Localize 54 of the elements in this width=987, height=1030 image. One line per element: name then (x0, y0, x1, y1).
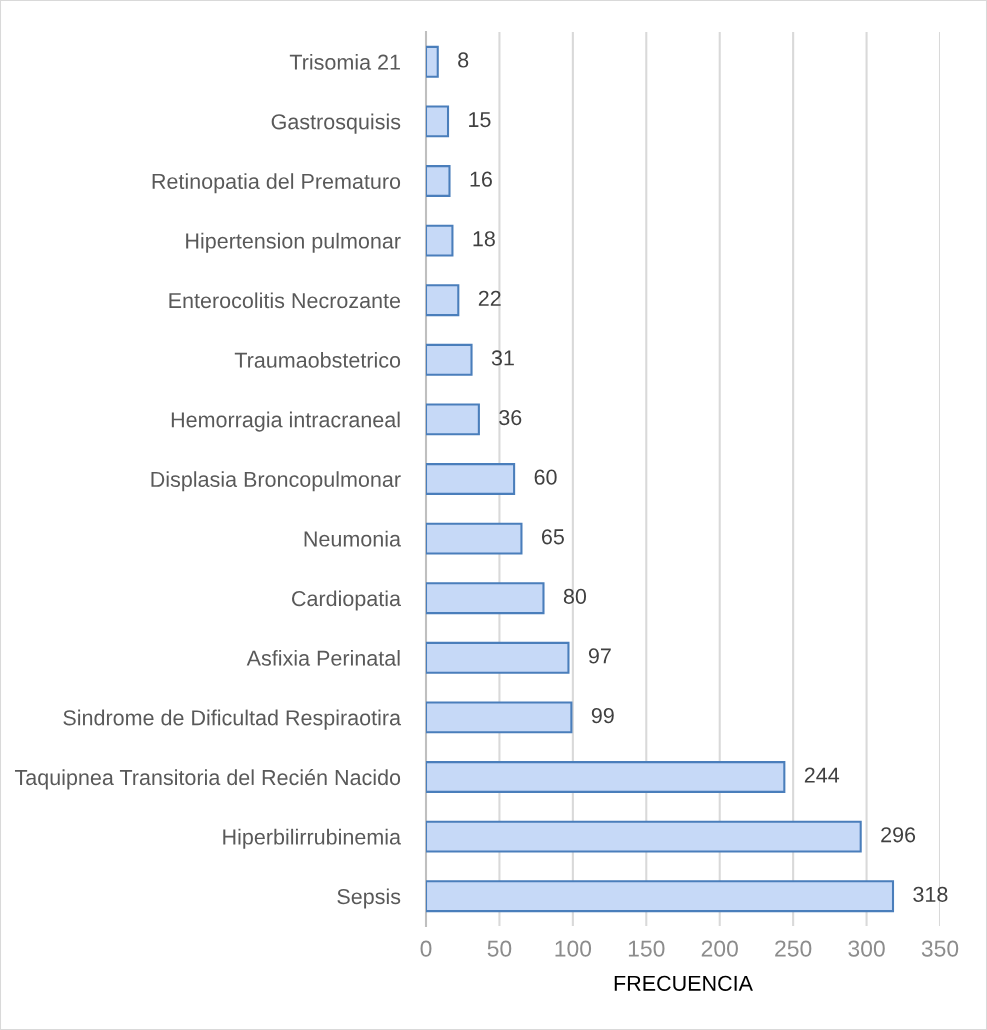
y-tick-label: Cardiopatia (292, 590, 402, 611)
y-tick-label: Trisomia 21 (289, 54, 400, 70)
data-label: 65 (541, 529, 564, 545)
bar (426, 463, 516, 495)
bar (426, 105, 450, 138)
bar (426, 761, 786, 793)
y-tick-label: Traumaobstetrico (234, 352, 401, 368)
data-label: 8 (458, 52, 469, 68)
x-tick-label: 350 (921, 940, 959, 957)
bar (426, 224, 454, 257)
data-label: 80 (563, 588, 587, 604)
data-label: 244 (804, 767, 840, 783)
y-tick-label: Hemorragia intracraneal (171, 411, 400, 432)
x-axis-title: FRECUENCIA (614, 975, 753, 991)
bar (426, 165, 451, 197)
x-tick-label: 200 (701, 940, 738, 957)
bar (426, 403, 480, 436)
data-label: 15 (469, 112, 491, 128)
data-label: 16 (470, 171, 492, 187)
y-tick-label: Gastrosquisis (271, 113, 401, 134)
bar (426, 582, 545, 615)
bar (426, 522, 523, 555)
x-tick-label: 250 (775, 940, 812, 957)
data-label: 60 (534, 469, 557, 485)
bar (426, 820, 862, 853)
bar (426, 45, 439, 78)
y-tick-label: Neumonia (304, 530, 402, 547)
y-tick-label: Hipertension pulmonar (186, 232, 401, 253)
data-label: 318 (913, 886, 948, 902)
y-tick-label: Sepsis (337, 888, 401, 909)
y-tick-label: Hiperbilirrubinemia (223, 828, 402, 849)
bar (426, 880, 895, 913)
y-tick-label: Sindrome de Dificultad Respiraotira (63, 709, 402, 730)
data-label: 97 (588, 648, 611, 664)
data-label: 18 (473, 231, 495, 247)
x-tick-label: 300 (848, 940, 885, 957)
bar (426, 701, 573, 734)
x-tick-label: 50 (487, 940, 512, 957)
y-tick-label: Displasia Broncopulmonar (151, 471, 401, 492)
data-label: 36 (499, 409, 522, 426)
bar (426, 641, 570, 674)
y-tick-label: Taquipnea Transitoria del Recién Nacido (14, 769, 401, 790)
bar (426, 343, 473, 376)
x-tick-label: 150 (628, 940, 665, 957)
x-tick-label: 100 (555, 940, 592, 957)
data-label: 31 (491, 350, 514, 366)
data-label: 22 (478, 290, 501, 306)
y-tick-label: Asfixia Perinatal (246, 650, 400, 666)
data-label: 99 (591, 707, 614, 724)
y-tick-label: Enterocolitis Necrozante (169, 292, 401, 309)
data-label: 296 (881, 827, 916, 843)
x-tick-label: 0 (420, 940, 432, 957)
y-tick-label: Retinopatia del Prematuro (152, 173, 401, 194)
bar (426, 284, 460, 317)
